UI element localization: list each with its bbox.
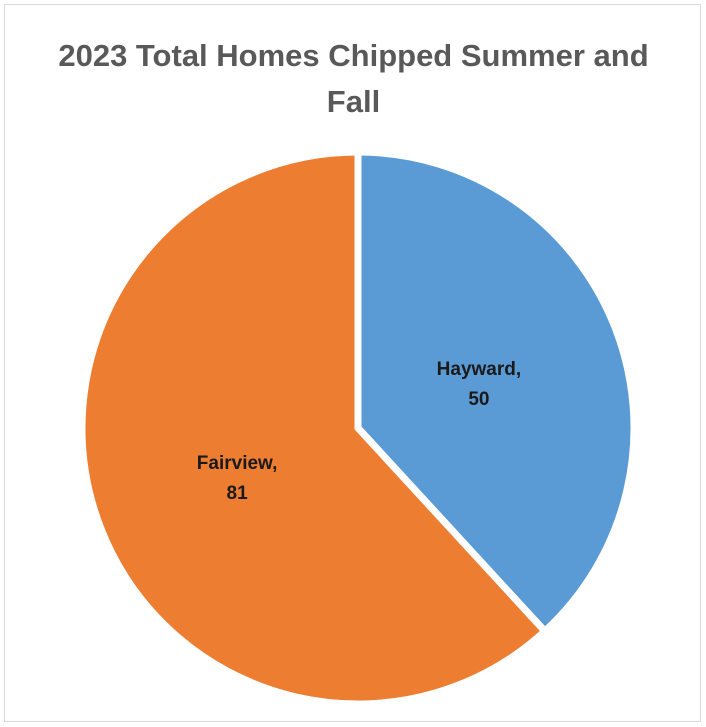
pie-slice-fairview [78,148,549,708]
data-label-line: 50 [468,389,489,410]
data-label-line: 81 [227,483,249,504]
pie-slice-hayward [354,148,638,635]
chart-title: 2023 Total Homes Chipped Summer and Fall [58,38,649,119]
data-label-hayward: Hayward, 50 [437,359,521,410]
data-label-fairview: Fairview, 81 [197,453,278,504]
data-label-line: Fairview, [197,453,278,474]
data-label-line: Hayward, [437,359,521,380]
